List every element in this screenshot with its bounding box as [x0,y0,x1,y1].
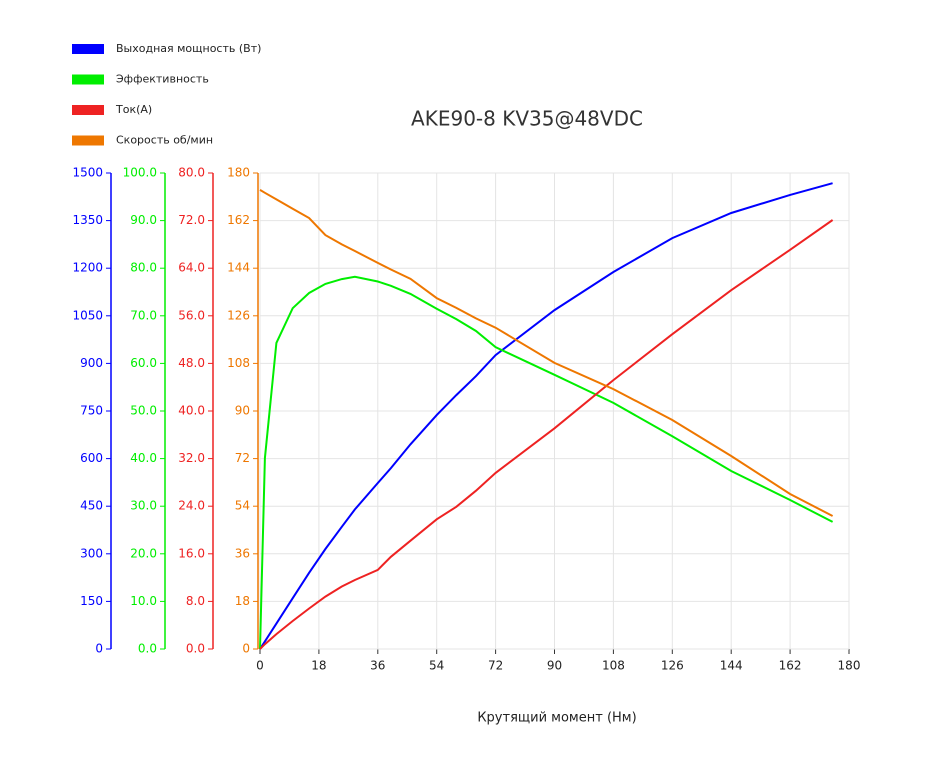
x-tick-label: 108 [602,659,625,673]
y-tick-label: 72 [235,451,250,465]
y-tick-label: 60.0 [130,356,157,370]
y-tick-label: 300 [80,546,103,560]
y-tick-label: 1050 [72,308,103,322]
y-tick-label: 0 [95,642,103,656]
series-line [259,189,834,517]
y-tick-label: 70.0 [130,308,157,322]
y-tick-label: 900 [80,356,103,370]
x-tick-label: 18 [311,659,326,673]
y-tick-label: 50.0 [130,404,157,418]
y-tick-label: 1200 [72,261,103,275]
legend-swatch [72,105,104,115]
y-tick-label: 80.0 [178,166,205,180]
legend-label: Выходная мощность (Вт) [116,42,261,55]
x-tick-label: 90 [547,659,562,673]
chart-title: AKE90-8 KV35@48VDC [411,107,643,131]
y-tick-label: 750 [80,404,103,418]
legend-swatch [72,44,104,54]
y-tick-label: 40.0 [130,451,157,465]
y-tick-label: 0.0 [186,642,205,656]
y-tick-label: 0.0 [138,642,157,656]
y-tick-label: 10.0 [130,594,157,608]
y-tick-label: 48.0 [178,356,205,370]
y-tick-label: 126 [227,308,250,322]
legend-swatch [72,74,104,85]
y-tick-label: 108 [227,356,250,370]
series-line [259,275,834,650]
y-tick-label: 72.0 [178,213,205,227]
series-line [259,182,833,650]
legend-label: Ток(A) [115,103,152,116]
y-tick-label: 16.0 [178,546,205,560]
y-tick-label: 30.0 [130,499,157,513]
series-line [259,219,834,650]
x-tick-label: 72 [488,659,503,673]
y-tick-label: 144 [227,261,250,275]
x-tick-label: 180 [838,659,861,673]
y-tick-label: 1500 [72,166,103,180]
y-tick-label: 1350 [72,213,103,227]
x-tick-label: 144 [720,659,743,673]
legend-label: Скорость об/мин [116,134,213,147]
y-tick-label: 32.0 [178,451,205,465]
y-tick-label: 64.0 [178,261,205,275]
x-tick-label: 126 [661,659,684,673]
y-tick-label: 90 [235,404,250,418]
y-tick-label: 20.0 [130,546,157,560]
x-tick-label: 36 [370,659,385,673]
y-tick-label: 8.0 [186,594,205,608]
x-tick-label: 54 [429,659,444,673]
y-tick-label: 54 [235,499,250,513]
y-tick-label: 56.0 [178,308,205,322]
legend-swatch [72,135,104,146]
y-tick-label: 36 [235,546,250,560]
y-tick-label: 90.0 [130,213,157,227]
legend-label: Эффективность [116,73,209,86]
y-tick-label: 100.0 [123,166,157,180]
y-tick-label: 162 [227,213,250,227]
x-axis-label: Крутящий момент (Нм) [477,711,636,726]
y-tick-label: 18 [235,594,250,608]
y-tick-label: 24.0 [178,499,205,513]
x-tick-label: 0 [256,659,264,673]
y-tick-label: 180 [227,166,250,180]
x-tick-label: 162 [779,659,802,673]
y-tick-label: 150 [80,594,103,608]
y-tick-label: 450 [80,499,103,513]
y-tick-label: 0 [242,642,250,656]
y-tick-label: 80.0 [130,261,157,275]
y-tick-label: 40.0 [178,404,205,418]
y-tick-label: 600 [80,451,103,465]
